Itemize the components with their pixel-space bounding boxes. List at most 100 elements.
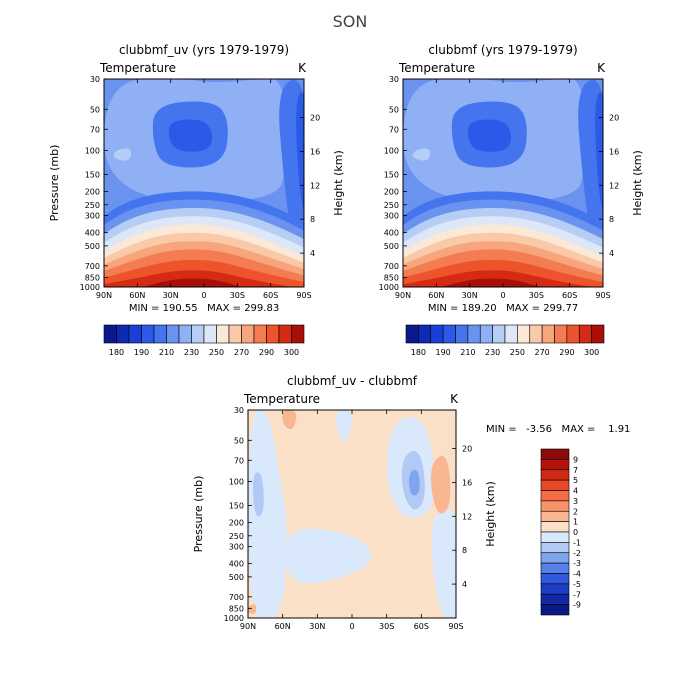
colorbar-swatch — [517, 324, 531, 344]
colorbar-swatch — [540, 552, 570, 564]
y-tick-label: 300 — [229, 543, 244, 552]
units-label: K — [597, 61, 606, 75]
colorbar-label: 230 — [485, 348, 500, 357]
y-tick-label: 150 — [85, 170, 100, 179]
x-tick-label: 90S — [448, 622, 463, 631]
y-tick-label: 250 — [85, 201, 100, 210]
y-tick-label: 300 — [85, 212, 100, 221]
y-tick-label: 100 — [85, 146, 100, 155]
y-tick-label: 1000 — [224, 614, 244, 623]
y2-axis-label: Height (km) — [484, 481, 497, 547]
colorbar-swatch — [141, 324, 155, 344]
colorbar-swatch — [467, 324, 481, 344]
colorbar-label: 4 — [573, 487, 578, 496]
y-tick-label: 200 — [384, 188, 399, 197]
colorbar-label: 3 — [573, 497, 578, 506]
colorbar-swatch — [529, 324, 543, 344]
colorbar-label: 5 — [573, 476, 578, 485]
y-tick-label: 30 — [389, 75, 399, 84]
colorbar-label: 270 — [534, 348, 549, 357]
colorbar-swatch — [540, 469, 570, 481]
colorbar-swatch — [540, 562, 570, 574]
colorbar-swatch — [442, 324, 456, 344]
colorbar-swatch — [540, 531, 570, 543]
colorbar-swatch — [578, 324, 592, 344]
colorbar-label: 180 — [411, 348, 426, 357]
x-tick-label: 30N — [462, 291, 478, 300]
colorbar-swatch — [492, 324, 506, 344]
colorbar-swatch — [566, 324, 580, 344]
contour-fill — [248, 410, 456, 618]
y-tick-label: 30 — [234, 406, 244, 415]
colorbar-label: 250 — [510, 348, 525, 357]
y-tick-label: 700 — [384, 262, 399, 271]
x-tick-label: 30S — [529, 291, 544, 300]
colorbar-swatch — [540, 448, 570, 460]
colorbar-swatch — [278, 324, 292, 344]
colorbar-swatch — [540, 479, 570, 491]
units-label: K — [450, 392, 459, 406]
colorbar-swatch — [405, 324, 419, 344]
y-axis-label: Pressure (mb) — [48, 145, 61, 222]
y2-tick-label: 4 — [609, 249, 614, 258]
x-tick-label: 30N — [309, 622, 325, 631]
min-max-stats: MIN = 189.20 MAX = 299.77 — [428, 303, 578, 314]
y-tick-label: 250 — [384, 201, 399, 210]
colorbar-swatch — [241, 324, 255, 344]
colorbar-label: 230 — [184, 348, 199, 357]
contour-fill — [104, 79, 304, 287]
y2-axis-label: Height (km) — [631, 150, 644, 216]
x-tick-label: 30N — [163, 291, 179, 300]
colorbar-swatch — [540, 583, 570, 595]
y2-axis-label: Height (km) — [332, 150, 345, 216]
colorbar-swatch — [540, 521, 570, 533]
colorbar-label: 210 — [460, 348, 475, 357]
y2-tick-label: 12 — [462, 512, 472, 521]
y-tick-label: 850 — [384, 273, 399, 282]
colorbar-label: 0 — [573, 528, 578, 537]
y-tick-label: 100 — [229, 477, 244, 486]
x-tick-label: 0 — [500, 291, 505, 300]
x-tick-label: 30S — [379, 622, 394, 631]
colorbar-label: 300 — [284, 348, 299, 357]
chart-panel-2: clubbmf (yrs 1979-1979) Temperature K 90N 60… — [379, 43, 644, 357]
y-tick-label: 400 — [384, 229, 399, 238]
x-tick-label: 60N — [275, 622, 291, 631]
x-tick-label: 90S — [595, 291, 610, 300]
y-tick-label: 1000 — [379, 283, 399, 292]
colorbar-swatch — [540, 510, 570, 522]
colorbar-swatch — [540, 490, 570, 502]
units-label: K — [298, 61, 307, 75]
colorbar-label: 250 — [209, 348, 224, 357]
y-tick-label: 50 — [389, 105, 399, 114]
y2-tick-label: 20 — [609, 114, 619, 123]
colorbar-swatch — [178, 324, 192, 344]
colorbar-swatch — [540, 459, 570, 471]
colorbar-swatch — [540, 500, 570, 512]
colorbar-swatch — [166, 324, 180, 344]
y-tick-label: 50 — [90, 105, 100, 114]
figure-title: SON — [333, 12, 368, 31]
y-tick-label: 70 — [389, 125, 399, 134]
min-max-stats: MIN = 190.55 MAX = 299.83 — [129, 303, 279, 314]
y-tick-label: 850 — [229, 604, 244, 613]
y2-tick-label: 4 — [462, 580, 467, 589]
y-tick-label: 700 — [85, 262, 100, 271]
colorbar-label: 9 — [573, 455, 578, 464]
colorbar-label: 290 — [259, 348, 274, 357]
y-tick-label: 70 — [90, 125, 100, 134]
y-tick-label: 200 — [85, 188, 100, 197]
x-tick-label: 60N — [129, 291, 145, 300]
y-tick-label: 100 — [384, 146, 399, 155]
panel-title: clubbmf (yrs 1979-1979) — [428, 43, 577, 57]
colorbar-label: -9 — [573, 601, 581, 610]
colorbar-swatch — [418, 324, 432, 344]
colorbar-label: 300 — [584, 348, 599, 357]
y2-tick-label: 4 — [310, 249, 315, 258]
y-tick-label: 70 — [234, 456, 244, 465]
colorbar-label: 210 — [159, 348, 174, 357]
colorbar-label: 190 — [435, 348, 450, 357]
panel-title: clubbmf_uv (yrs 1979-1979) — [119, 43, 289, 57]
panel-title: clubbmf_uv - clubbmf — [287, 374, 418, 388]
y2-tick-label: 20 — [310, 114, 320, 123]
